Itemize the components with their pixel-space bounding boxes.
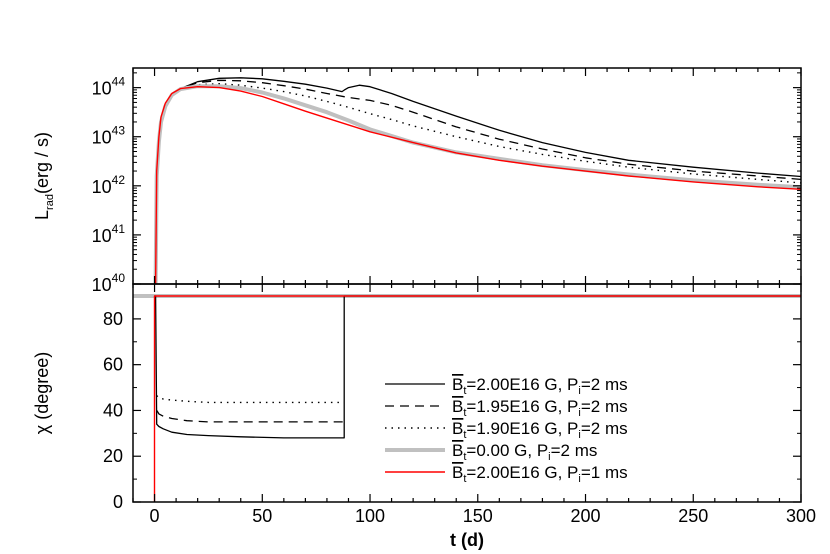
y-tick-label: 40	[103, 400, 123, 420]
bottom-series-line-2	[156, 410, 345, 423]
legend-label-3: Bt=1.90E16 G, Pi=2 ms	[452, 419, 628, 441]
bottom-series-line-3	[156, 395, 345, 404]
legend-label-1: Bt=2.00E16 G, Pi=2 ms	[452, 375, 628, 397]
bottom-plot-frame	[132, 283, 802, 503]
y-tick-label: 0	[113, 492, 123, 512]
x-tick-label: 100	[355, 506, 385, 526]
bottom-panel: 0 50 100 150 200 250 300 0 20 40 60 80	[103, 283, 816, 526]
top-series-line-3	[154, 82, 802, 285]
legend-label-4: Bt=0.00 G, Pi=2 ms	[452, 441, 597, 463]
y-tick-label: 20	[103, 446, 123, 466]
bottom-series-line-5	[153, 295, 801, 502]
top-y-axis-title: Lrad(erg / s)	[32, 132, 56, 220]
axis-titles: Lrad(erg / s) χ (degree) t (d)	[32, 132, 484, 550]
x-axis-title: t (d)	[450, 530, 484, 550]
x-tick-label: 250	[678, 506, 708, 526]
top-series-line-4	[153, 84, 802, 285]
y-tick-label: 1044	[92, 75, 126, 99]
bottom-y-axis-title: χ (degree)	[32, 352, 52, 435]
x-tick-label: 50	[252, 506, 272, 526]
y-tick-label: 1041	[92, 222, 126, 246]
x-tick-label: 200	[570, 506, 600, 526]
top-plot-frame	[132, 67, 802, 285]
x-tick-label: 300	[786, 506, 816, 526]
y-tick-label: 80	[103, 309, 123, 329]
top-series-line-5	[154, 85, 802, 285]
x-tick-label: 0	[150, 506, 160, 526]
top-panel: 1040 1041 1042 1043 1044	[92, 67, 802, 295]
y-tick-label: 60	[103, 355, 123, 375]
bottom-series-line-1	[154, 295, 801, 439]
x-tick-label: 150	[463, 506, 493, 526]
legend-label-5: Bt=2.00E16 G, Pi=1 ms	[452, 463, 628, 485]
legend-label-2: Bt=1.95E16 G, Pi=2 ms	[452, 397, 628, 419]
y-tick-label: 1043	[92, 124, 126, 148]
y-tick-label: 1040	[92, 271, 126, 295]
y-tick-label: 1042	[92, 173, 126, 197]
